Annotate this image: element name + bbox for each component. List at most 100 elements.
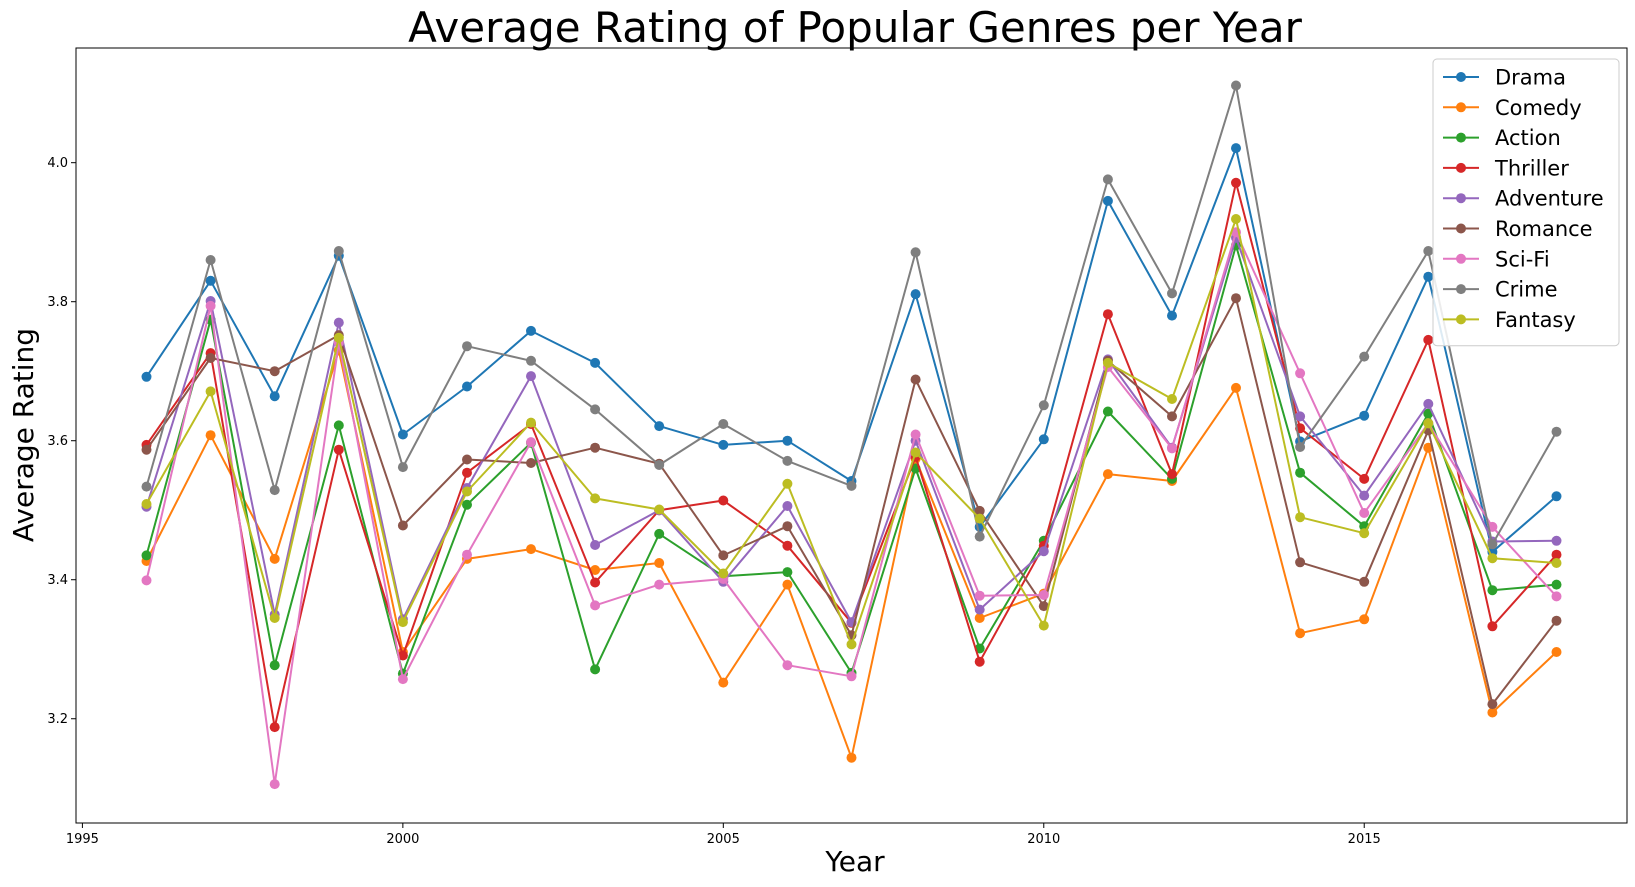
- data-point-thriller: [269, 722, 280, 733]
- data-point-thriller: [333, 444, 344, 455]
- data-point-fantasy: [333, 332, 344, 343]
- data-point-action: [654, 528, 665, 539]
- legend-item-thriller: Thriller: [1443, 156, 1569, 180]
- data-point-drama: [910, 289, 921, 300]
- data-point-romance: [1487, 699, 1498, 710]
- legend-item-drama: Drama: [1443, 66, 1566, 90]
- data-point-crime: [974, 531, 985, 542]
- y-tick-label: 3.4: [47, 573, 68, 588]
- data-point-comedy: [782, 579, 793, 590]
- data-point-adventure: [526, 371, 536, 382]
- series-crime: [141, 80, 1562, 550]
- legend-swatch-marker: [1456, 253, 1466, 264]
- data-point-crime: [1551, 426, 1562, 437]
- data-point-romance: [526, 458, 536, 468]
- legend-label: Fantasy: [1495, 308, 1576, 332]
- legend-swatch-marker: [1456, 132, 1466, 143]
- data-point-crime: [269, 485, 280, 496]
- data-point-comedy: [1359, 614, 1370, 625]
- data-point-drama: [718, 439, 729, 450]
- data-point-action: [1487, 585, 1498, 596]
- data-point-romance: [910, 374, 921, 385]
- chart-title: Average Rating of Popular Genres per Yea…: [408, 3, 1302, 52]
- data-point-sci-fi: [590, 600, 601, 611]
- x-tick-label: 2000: [386, 832, 419, 847]
- data-point-drama: [141, 371, 152, 382]
- data-point-romance: [1551, 615, 1562, 626]
- data-point-crime: [654, 460, 665, 470]
- data-point-crime: [205, 255, 216, 265]
- data-point-sci-fi: [654, 579, 665, 590]
- data-point-comedy: [654, 558, 665, 568]
- legend-label: Comedy: [1495, 96, 1582, 120]
- data-point-crime: [333, 246, 344, 256]
- x-axis-title: Year: [824, 845, 885, 878]
- data-point-action: [141, 550, 152, 561]
- data-point-romance: [269, 366, 280, 377]
- data-point-comedy: [269, 553, 280, 564]
- legend-item-comedy: Comedy: [1443, 96, 1582, 120]
- y-tick-label: 3.8: [47, 295, 68, 310]
- data-point-sci-fi: [1359, 508, 1370, 518]
- legend-item-romance: Romance: [1443, 217, 1593, 241]
- data-point-action: [1102, 406, 1113, 417]
- data-point-action: [333, 420, 344, 431]
- data-point-comedy: [205, 430, 216, 441]
- data-point-thriller: [462, 467, 472, 478]
- data-point-thriller: [974, 656, 985, 667]
- legend-label: Crime: [1495, 278, 1558, 302]
- data-point-drama: [654, 421, 665, 432]
- data-point-drama: [205, 275, 216, 286]
- plot-frame: [75, 47, 1628, 824]
- y-axis: 3.2 3.4 3.6 3.8 4.0: [47, 156, 76, 727]
- data-point-comedy: [526, 544, 536, 555]
- data-point-fantasy: [1038, 620, 1049, 631]
- data-point-sci-fi: [974, 590, 985, 601]
- data-point-thriller: [1551, 549, 1562, 560]
- data-point-adventure: [1295, 411, 1306, 422]
- series-line-fantasy: [145, 218, 1557, 646]
- data-point-drama: [1167, 310, 1177, 321]
- series-line-crime: [145, 84, 1558, 546]
- data-point-sci-fi: [782, 660, 793, 671]
- data-point-adventure: [1038, 546, 1049, 557]
- data-point-crime: [1423, 246, 1434, 256]
- series-drama: [141, 143, 1562, 557]
- data-point-comedy: [1102, 469, 1113, 480]
- data-point-fantasy: [782, 478, 793, 489]
- legend-box: [1432, 58, 1620, 347]
- data-point-crime: [1359, 351, 1370, 362]
- data-point-romance: [718, 550, 729, 561]
- data-point-sci-fi: [141, 575, 152, 586]
- data-point-drama: [269, 391, 280, 402]
- data-point-crime: [1487, 539, 1498, 550]
- data-point-romance: [1167, 411, 1177, 422]
- data-point-romance: [1038, 601, 1049, 612]
- data-point-fantasy: [846, 639, 857, 650]
- data-point-action: [782, 567, 793, 578]
- data-point-fantasy: [910, 447, 921, 458]
- data-point-sci-fi: [1295, 368, 1306, 379]
- data-point-romance: [1231, 293, 1241, 304]
- series-comedy: [141, 345, 1562, 763]
- data-point-adventure: [974, 604, 985, 615]
- legend-item-fantasy: Fantasy: [1443, 308, 1576, 332]
- data-point-sci-fi: [910, 429, 921, 440]
- data-point-sci-fi: [269, 779, 280, 790]
- data-point-drama: [1359, 410, 1370, 421]
- legend: Drama Comedy Action Thriller Adventure Romanc…: [1432, 58, 1620, 347]
- data-point-action: [1551, 579, 1562, 590]
- x-tick-label: 2015: [1348, 832, 1381, 847]
- data-point-romance: [590, 442, 601, 453]
- data-point-thriller: [782, 540, 793, 551]
- data-point-comedy: [974, 613, 985, 623]
- data-point-crime: [397, 462, 408, 473]
- data-point-fantasy: [1359, 528, 1370, 539]
- data-point-crime: [1038, 400, 1049, 411]
- data-point-sci-fi: [1551, 591, 1562, 602]
- data-point-romance: [782, 521, 793, 532]
- legend-label: Thriller: [1494, 156, 1569, 180]
- legend-swatch-marker: [1456, 102, 1466, 113]
- data-point-adventure: [333, 317, 344, 328]
- data-point-fantasy: [590, 493, 601, 504]
